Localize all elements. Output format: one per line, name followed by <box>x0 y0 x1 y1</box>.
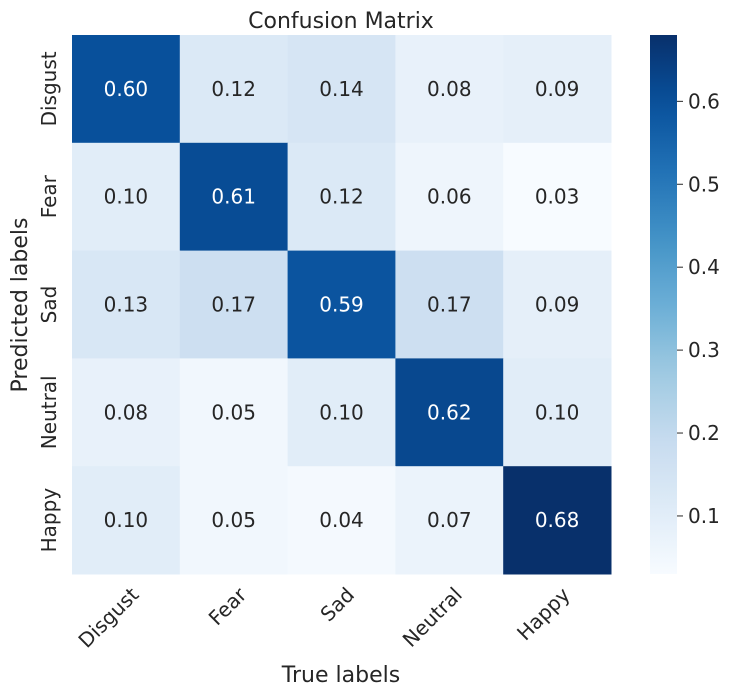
x-tick-label-fear: Fear <box>204 582 252 630</box>
heatmap-cell <box>395 35 504 144</box>
x-tick-label-disgust: Disgust <box>73 582 143 652</box>
y-axis-ticks: Disgust Fear Sad Neutral Happy <box>37 51 61 552</box>
colorbar: 0.1 0.2 0.3 0.4 0.5 0.6 <box>650 35 720 574</box>
heatmap-cell <box>179 35 289 144</box>
cell-value-label: 0.12 <box>211 77 256 101</box>
cell-value-label: 0.62 <box>427 400 472 424</box>
y-axis-label: Predicted labels <box>8 218 33 393</box>
colorbar-tick-label: 0.2 <box>688 421 720 445</box>
heatmap-cell <box>395 250 504 359</box>
cell-value-label: 0.17 <box>427 293 472 317</box>
cell-value-label: 0.06 <box>427 185 472 209</box>
heatmap-cell <box>395 466 504 575</box>
heatmap-cell <box>287 35 396 144</box>
heatmap-cell <box>72 466 181 575</box>
cell-value-label: 0.05 <box>211 508 256 532</box>
x-tick-label-neutral: Neutral <box>398 583 467 652</box>
cell-value-label: 0.07 <box>427 508 472 532</box>
heatmap-cell <box>287 142 396 252</box>
cell-value-label: 0.08 <box>427 77 472 101</box>
colorbar-tick-label: 0.5 <box>688 172 720 196</box>
heatmap-cell <box>179 358 289 467</box>
cell-value-label: 0.03 <box>535 185 580 209</box>
cell-value-label: 0.14 <box>319 77 364 101</box>
heatmap-cell <box>395 142 504 252</box>
heatmap-cell <box>503 466 612 575</box>
cell-value-label: 0.12 <box>319 185 364 209</box>
y-tick-label-happy: Happy <box>37 488 61 553</box>
cell-value-label: 0.13 <box>104 293 149 317</box>
heatmap-grid: 0.60 0.12 0.14 0.08 0.09 0.10 0.61 0.12 0.06 0.03… <box>72 35 612 575</box>
cell-value-label: 0.09 <box>535 293 580 317</box>
cell-value-label: 0.10 <box>104 185 149 209</box>
cell-value-label: 0.08 <box>104 400 149 424</box>
x-tick-label-sad: Sad <box>315 583 359 627</box>
chart-title: Confusion Matrix <box>248 9 434 34</box>
heatmap-cell <box>287 358 396 467</box>
heatmap-cell <box>287 250 396 359</box>
heatmap-cell <box>503 250 612 359</box>
heatmap-cell <box>179 250 289 359</box>
y-tick-label-disgust: Disgust <box>37 51 61 126</box>
heatmap-cell <box>179 466 289 575</box>
heatmap-cell <box>72 250 181 359</box>
cell-value-label: 0.61 <box>211 185 256 209</box>
cell-value-label: 0.17 <box>211 293 256 317</box>
colorbar-tick-label: 0.3 <box>688 338 720 362</box>
heatmap-cell <box>503 358 612 467</box>
heatmap-cell <box>503 142 612 252</box>
heatmap-cell <box>72 142 181 252</box>
x-axis-label: True labels <box>281 663 400 688</box>
heatmap-cell <box>179 142 289 252</box>
cell-value-label: 0.04 <box>319 508 364 532</box>
cell-value-label: 0.10 <box>319 400 364 424</box>
x-tick-label-happy: Happy <box>512 582 575 645</box>
cell-value-label: 0.10 <box>535 400 580 424</box>
cell-value-label: 0.59 <box>319 293 364 317</box>
y-tick-label-neutral: Neutral <box>37 375 61 449</box>
cell-value-label: 0.10 <box>104 508 149 532</box>
heatmap-cell <box>72 35 181 144</box>
y-tick-label-fear: Fear <box>37 174 61 218</box>
y-tick-label-sad: Sad <box>37 286 61 324</box>
heatmap-cell <box>72 358 181 467</box>
cell-value-label: 0.60 <box>104 77 149 101</box>
x-axis-ticks: Disgust Fear Sad Neutral Happy <box>73 582 574 653</box>
heatmap-cell <box>287 466 396 575</box>
colorbar-tick-label: 0.4 <box>688 255 720 279</box>
cell-value-label: 0.05 <box>211 400 256 424</box>
heatmap-cell <box>395 358 504 467</box>
colorbar-tick-label: 0.1 <box>688 504 720 528</box>
cell-value-label: 0.68 <box>535 508 580 532</box>
heatmap-cell <box>503 35 612 144</box>
colorbar-gradient <box>650 35 677 574</box>
colorbar-tick-label: 0.6 <box>688 89 720 113</box>
cell-value-label: 0.09 <box>535 77 580 101</box>
